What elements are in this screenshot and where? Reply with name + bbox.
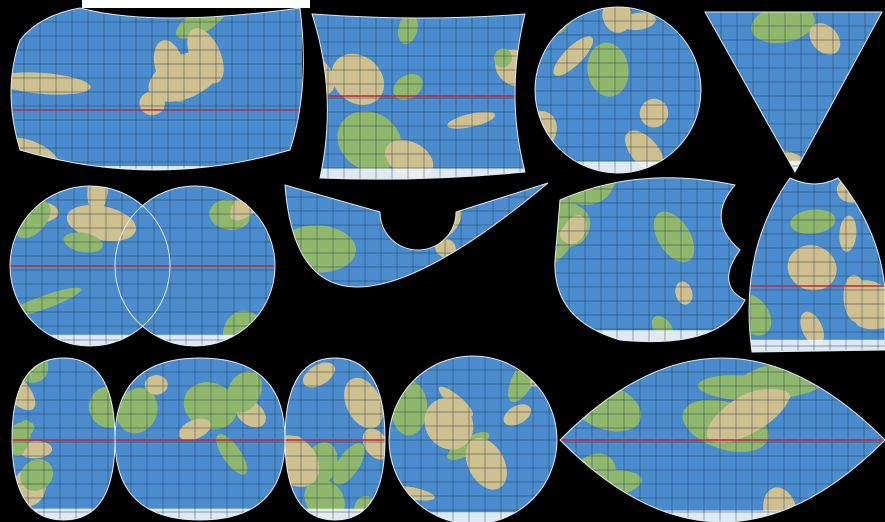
polar-ice — [285, 508, 385, 520]
polar-ice — [115, 508, 285, 520]
land — [344, 377, 384, 429]
land — [587, 42, 629, 97]
land — [562, 215, 587, 245]
polar-ice — [11, 166, 302, 170]
land — [183, 382, 238, 430]
land — [653, 211, 695, 263]
land — [63, 232, 103, 253]
map-outline — [311, 13, 526, 180]
land — [285, 435, 320, 487]
land — [465, 437, 507, 490]
projection-map — [285, 358, 385, 520]
projection-map — [535, 7, 701, 173]
land — [362, 428, 385, 460]
land — [87, 186, 108, 213]
land — [12, 420, 32, 457]
map-outline — [559, 357, 885, 522]
land — [116, 388, 158, 434]
polar-ice — [535, 161, 701, 173]
map-outline — [748, 177, 885, 353]
land — [88, 386, 115, 429]
map-outline — [388, 355, 558, 522]
header-strip — [82, 0, 310, 8]
projection-map — [115, 358, 285, 520]
map-outline — [554, 177, 746, 343]
land — [20, 459, 54, 491]
land — [331, 53, 385, 105]
land — [554, 243, 570, 270]
projection-map — [11, 8, 302, 170]
land — [849, 280, 885, 317]
polar-ice — [12, 508, 115, 520]
projection-map — [389, 356, 557, 522]
map-outline — [284, 357, 386, 521]
polar-ice — [554, 330, 745, 342]
land — [790, 209, 836, 235]
polar-ice — [389, 512, 557, 522]
land — [749, 294, 772, 336]
land — [10, 287, 82, 318]
map-outline — [10, 7, 304, 171]
land — [302, 362, 336, 388]
polar-ice — [312, 168, 525, 180]
map-outline — [534, 6, 702, 174]
land — [144, 375, 168, 395]
land — [800, 311, 825, 346]
land — [494, 48, 512, 68]
projection-map — [312, 14, 525, 180]
map-outline — [284, 182, 549, 288]
land — [216, 434, 248, 475]
polar-ice — [560, 510, 885, 522]
map-outline — [9, 185, 276, 347]
land — [787, 245, 837, 291]
map-outline — [704, 11, 883, 174]
land — [751, 12, 815, 44]
land — [148, 50, 223, 102]
polar-ice — [705, 160, 882, 172]
land — [447, 111, 496, 129]
